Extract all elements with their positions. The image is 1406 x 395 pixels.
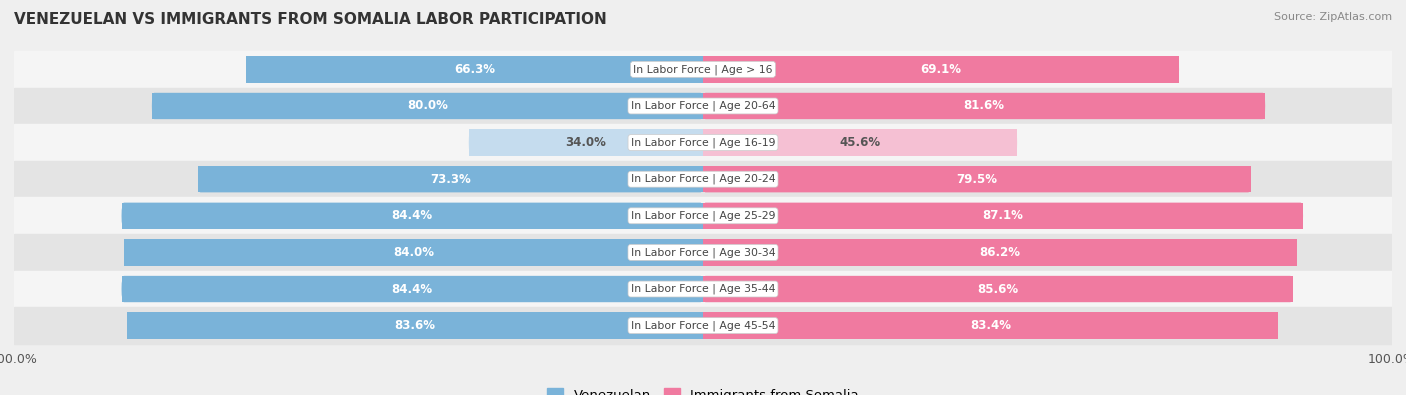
FancyBboxPatch shape — [121, 276, 703, 302]
Bar — [703, 56, 1180, 83]
Text: VENEZUELAN VS IMMIGRANTS FROM SOMALIA LABOR PARTICIPATION: VENEZUELAN VS IMMIGRANTS FROM SOMALIA LA… — [14, 12, 607, 27]
Text: 84.0%: 84.0% — [394, 246, 434, 259]
Text: 84.4%: 84.4% — [392, 209, 433, 222]
Bar — [198, 166, 703, 192]
Bar — [703, 130, 1017, 156]
Text: 80.0%: 80.0% — [406, 100, 449, 113]
Text: In Labor Force | Age 20-64: In Labor Force | Age 20-64 — [631, 101, 775, 111]
Text: In Labor Force | Age 25-29: In Labor Force | Age 25-29 — [631, 211, 775, 221]
Text: 85.6%: 85.6% — [977, 282, 1018, 295]
Bar — [14, 124, 1392, 161]
Text: 83.4%: 83.4% — [970, 319, 1011, 332]
Bar — [703, 312, 1278, 339]
FancyBboxPatch shape — [703, 239, 1296, 265]
Text: Source: ZipAtlas.com: Source: ZipAtlas.com — [1274, 12, 1392, 22]
Bar — [703, 166, 1251, 192]
Bar — [14, 198, 1392, 234]
Bar — [703, 276, 1292, 302]
Text: 81.6%: 81.6% — [963, 100, 1005, 113]
FancyBboxPatch shape — [703, 276, 1292, 302]
Legend: Venezuelan, Immigrants from Somalia: Venezuelan, Immigrants from Somalia — [541, 383, 865, 395]
Bar — [121, 203, 703, 229]
Bar — [14, 307, 1392, 344]
FancyBboxPatch shape — [246, 56, 703, 83]
Text: In Labor Force | Age 20-24: In Labor Force | Age 20-24 — [631, 174, 775, 184]
Bar — [14, 51, 1392, 88]
Bar — [703, 203, 1303, 229]
Bar — [14, 161, 1392, 198]
Text: In Labor Force | Age 45-54: In Labor Force | Age 45-54 — [631, 320, 775, 331]
Text: In Labor Force | Age > 16: In Labor Force | Age > 16 — [633, 64, 773, 75]
FancyBboxPatch shape — [124, 239, 703, 265]
Text: In Labor Force | Age 16-19: In Labor Force | Age 16-19 — [631, 137, 775, 148]
Bar — [14, 234, 1392, 271]
Text: 69.1%: 69.1% — [921, 63, 962, 76]
Bar — [703, 239, 1296, 265]
Bar — [127, 312, 703, 339]
Bar — [703, 93, 1265, 119]
Bar — [468, 130, 703, 156]
FancyBboxPatch shape — [703, 312, 1278, 339]
Text: 87.1%: 87.1% — [983, 209, 1024, 222]
Bar — [14, 88, 1392, 124]
Bar — [124, 239, 703, 265]
FancyBboxPatch shape — [703, 56, 1180, 83]
FancyBboxPatch shape — [703, 166, 1251, 192]
FancyBboxPatch shape — [703, 130, 1017, 156]
Text: 84.4%: 84.4% — [392, 282, 433, 295]
Text: 66.3%: 66.3% — [454, 63, 495, 76]
Text: In Labor Force | Age 30-34: In Labor Force | Age 30-34 — [631, 247, 775, 258]
Text: 34.0%: 34.0% — [565, 136, 606, 149]
FancyBboxPatch shape — [121, 203, 703, 229]
Text: 86.2%: 86.2% — [980, 246, 1021, 259]
Text: 83.6%: 83.6% — [395, 319, 436, 332]
FancyBboxPatch shape — [127, 312, 703, 339]
FancyBboxPatch shape — [198, 166, 703, 192]
FancyBboxPatch shape — [703, 93, 1265, 119]
Text: 73.3%: 73.3% — [430, 173, 471, 186]
FancyBboxPatch shape — [152, 93, 703, 119]
FancyBboxPatch shape — [703, 203, 1303, 229]
Text: 45.6%: 45.6% — [839, 136, 880, 149]
Bar — [152, 93, 703, 119]
Text: 79.5%: 79.5% — [956, 173, 997, 186]
Bar — [14, 271, 1392, 307]
Bar — [246, 56, 703, 83]
Bar — [121, 276, 703, 302]
Text: In Labor Force | Age 35-44: In Labor Force | Age 35-44 — [631, 284, 775, 294]
FancyBboxPatch shape — [468, 130, 703, 156]
